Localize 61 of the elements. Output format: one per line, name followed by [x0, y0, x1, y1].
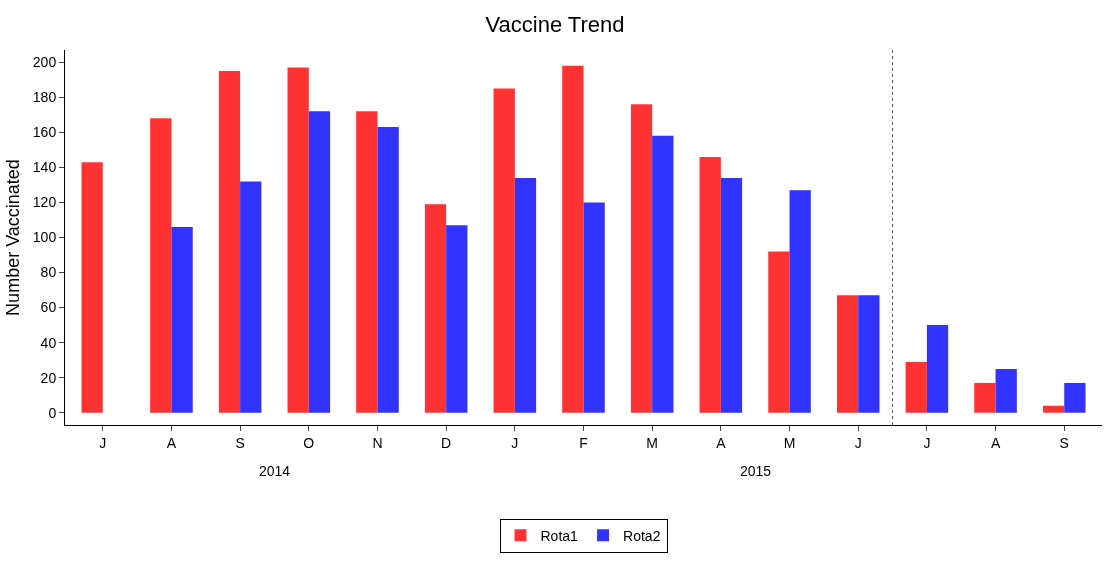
bar — [926, 325, 949, 413]
x-tick-label: S — [1059, 434, 1069, 451]
bar — [171, 226, 193, 413]
y-tick-label: 80 — [40, 264, 57, 281]
bar — [287, 67, 309, 413]
bar — [356, 111, 378, 413]
y-tick-label: 60 — [40, 299, 57, 316]
bar — [424, 204, 447, 413]
bar — [150, 118, 172, 413]
bar — [974, 382, 996, 413]
x-tick-label: A — [166, 434, 177, 451]
bar — [514, 177, 537, 413]
chart-title: Vaccine Trend — [485, 12, 625, 38]
bar — [562, 65, 584, 413]
y-tick-label: 40 — [40, 334, 57, 351]
y-tick-label: 100 — [32, 229, 57, 246]
y-tick-label: 200 — [32, 54, 57, 71]
y-tick-label: 120 — [32, 194, 57, 211]
x-tick-label: A — [990, 434, 1001, 451]
x-tick-label: S — [235, 434, 245, 451]
x-tick-label: F — [579, 434, 588, 451]
x-tick-label: D — [441, 434, 452, 451]
bar — [768, 251, 790, 413]
y-tick-label: 20 — [40, 369, 57, 386]
y-axis-title: Number Vaccinated — [3, 159, 23, 316]
x-tick-label: J — [854, 434, 862, 451]
bar — [995, 368, 1017, 413]
bar — [1042, 405, 1065, 413]
y-tick-label: 160 — [32, 124, 57, 141]
x-tick-label: J — [99, 434, 107, 451]
x-tick-label: M — [646, 434, 659, 451]
bar — [1064, 382, 1086, 413]
y-tick-label: 140 — [32, 159, 57, 176]
bar — [630, 104, 653, 413]
bar — [583, 202, 605, 413]
text: 2015 — [740, 463, 772, 479]
bar — [218, 71, 241, 413]
bar — [377, 127, 399, 413]
x-tick-label: J — [511, 434, 519, 451]
y-tick-label: 180 — [32, 89, 57, 106]
legend-label: Rota2 — [623, 527, 661, 544]
text: 2014 — [259, 463, 291, 479]
x-tick-label: J — [923, 434, 931, 451]
y-tick-label: 0 — [48, 404, 57, 421]
bar — [905, 361, 927, 413]
bar — [858, 295, 880, 413]
bar — [81, 162, 103, 413]
bar — [836, 295, 859, 413]
bar — [493, 88, 515, 413]
bar — [240, 181, 262, 413]
legend-label: Rota1 — [540, 527, 579, 544]
bar — [446, 225, 468, 413]
bar — [652, 135, 674, 413]
x-tick-label: A — [716, 434, 727, 451]
bar — [699, 156, 721, 413]
bar — [789, 190, 811, 413]
x-tick-label: N — [372, 434, 383, 451]
x-tick-label: M — [783, 434, 796, 451]
x-tick-label: O — [303, 434, 315, 451]
bar — [720, 177, 743, 413]
bar — [308, 111, 331, 413]
